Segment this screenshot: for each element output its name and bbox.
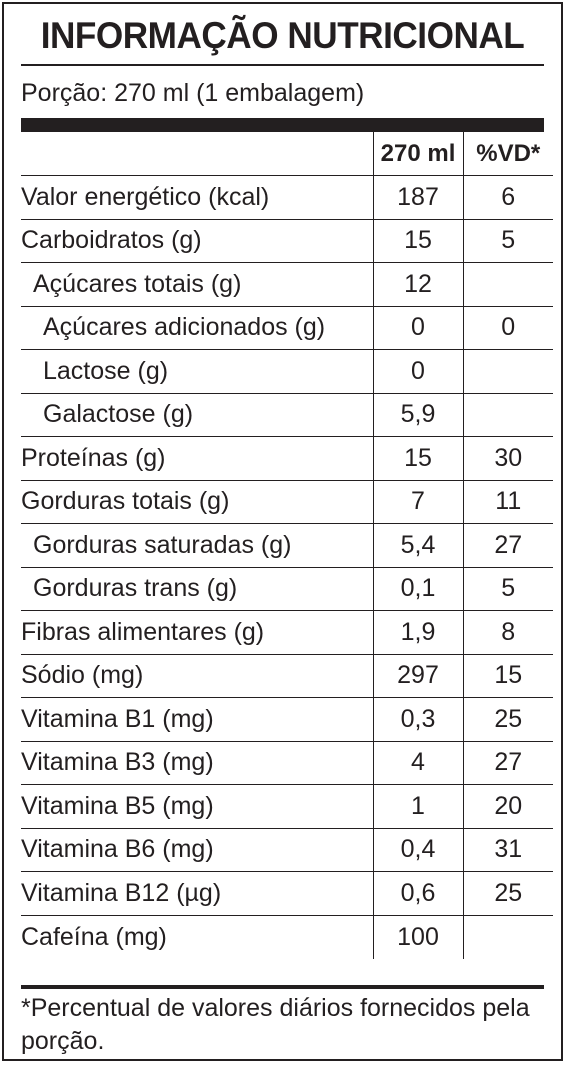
nutrient-name: Galactose (g) xyxy=(21,393,373,437)
nutrient-quantity: 0,1 xyxy=(372,567,463,611)
table-row: Galactose (g) 5,9 xyxy=(21,393,553,437)
nutrient-name: Vitamina B5 (mg) xyxy=(21,784,373,829)
nutrient-quantity: 1 xyxy=(372,784,463,829)
nutrition-facts-panel: INFORMAÇÃO NUTRICIONAL Porção: 270 ml (1… xyxy=(2,2,563,1061)
nutrient-quantity: 0 xyxy=(372,349,463,394)
nutrient-name: Cafeína (mg) xyxy=(21,922,167,951)
nutrient-daily-value xyxy=(462,349,553,394)
footnote: *Percentual de valores diários fornecido… xyxy=(21,994,530,1055)
nutrient-daily-value: 25 xyxy=(462,697,553,742)
nutrient-name: Fibras alimentares (g) xyxy=(21,610,373,655)
table-row: Cafeína (mg) 100 xyxy=(21,915,553,959)
nutrient-name: Vitamina B3 (mg) xyxy=(21,741,373,785)
table-row: Gorduras saturadas (g) 5,4 27 xyxy=(21,523,553,568)
nutrient-name: Açúcares totais (g) xyxy=(21,262,373,307)
nutrient-quantity: 187 xyxy=(372,175,463,220)
nutrient-daily-value: 5 xyxy=(462,567,553,611)
title-divider xyxy=(21,64,544,66)
table-row: Vitamina B5 (mg) 1 20 xyxy=(21,784,553,829)
table-row: Gorduras trans (g) 0,1 5 xyxy=(21,567,553,611)
nutrient-name: Gorduras saturadas (g) xyxy=(21,523,373,568)
nutrient-daily-value: 27 xyxy=(462,523,553,568)
table-row: Proteínas (g) 15 30 xyxy=(21,436,553,481)
table-row: Fibras alimentares (g) 1,9 8 xyxy=(21,610,553,655)
portion-size: Porção: 270 ml (1 embalagem) xyxy=(21,79,365,107)
nutrient-quantity: 12 xyxy=(372,262,463,307)
nutrient-daily-value: 8 xyxy=(462,610,553,655)
nutrient-quantity: 0,4 xyxy=(372,828,463,872)
nutrient-daily-value xyxy=(462,262,553,307)
nutrient-name: Proteínas (g) xyxy=(21,436,373,481)
nutrient-quantity: 0,6 xyxy=(372,871,463,916)
nutrient-name: Vitamina B1 (mg) xyxy=(21,697,373,742)
nutrition-table: 270 ml %VD* Valor energético (kcal) 187 6 C… xyxy=(21,132,553,959)
table-row: Vitamina B3 (mg) 4 27 xyxy=(21,741,553,785)
nutrient-daily-value: 27 xyxy=(462,741,553,785)
nutrient-quantity: 15 xyxy=(372,219,463,263)
nutrient-quantity: 15 xyxy=(372,436,463,481)
nutrient-name: Vitamina B12 (µg) xyxy=(21,871,373,916)
table-row: Vitamina B6 (mg) 0,4 31 xyxy=(21,828,553,872)
table-row: Açúcares adicionados (g) 0 0 xyxy=(21,306,553,350)
nutrient-daily-value: 6 xyxy=(462,175,553,220)
thick-divider xyxy=(21,118,544,132)
nutrient-daily-value: 20 xyxy=(462,784,553,829)
nutrient-daily-value: 30 xyxy=(462,436,553,481)
bottom-divider xyxy=(21,985,544,989)
nutrient-daily-value xyxy=(462,393,553,437)
nutrient-quantity: 5,4 xyxy=(372,523,463,568)
header-daily-value: %VD* xyxy=(462,132,553,176)
table-row: Sódio (mg) 297 15 xyxy=(21,654,553,698)
nutrient-daily-value: 5 xyxy=(462,219,553,263)
nutrient-quantity: 297 xyxy=(372,654,463,698)
header-quantity: 270 ml xyxy=(372,132,463,176)
nutrient-name: Vitamina B6 (mg) xyxy=(21,828,373,872)
nutrient-quantity: 0 xyxy=(372,306,463,350)
nutrient-name: Açúcares adicionados (g) xyxy=(21,306,373,350)
nutrient-quantity: 4 xyxy=(372,741,463,785)
table-row: Valor energético (kcal) 187 6 xyxy=(21,175,553,220)
nutrient-name: Carboidratos (g) xyxy=(21,219,373,263)
nutrient-daily-value: 15 xyxy=(462,654,553,698)
table-row: Açúcares totais (g) 12 xyxy=(21,262,553,307)
table-header-row: 270 ml %VD* xyxy=(21,132,553,176)
nutrient-daily-value: 11 xyxy=(462,480,553,524)
nutrient-quantity: 100 xyxy=(372,915,463,959)
table-row: Carboidratos (g) 15 5 xyxy=(21,219,553,263)
nutrient-name: Sódio (mg) xyxy=(21,654,373,698)
panel-title: INFORMAÇÃO NUTRICIONAL xyxy=(40,15,525,56)
nutrient-daily-value xyxy=(462,915,553,959)
nutrient-daily-value: 31 xyxy=(462,828,553,872)
nutrient-quantity: 7 xyxy=(372,480,463,524)
table-row: Gorduras totais (g) 7 11 xyxy=(21,480,553,524)
nutrient-quantity: 1,9 xyxy=(372,610,463,655)
nutrient-name: Gorduras totais (g) xyxy=(21,480,373,524)
nutrient-daily-value: 25 xyxy=(462,871,553,916)
nutrient-quantity: 0,3 xyxy=(372,697,463,742)
table-row: Vitamina B1 (mg) 0,3 25 xyxy=(21,697,553,742)
table-row: Vitamina B12 (µg) 0,6 25 xyxy=(21,871,553,916)
nutrient-quantity: 5,9 xyxy=(372,393,463,437)
nutrient-name: Gorduras trans (g) xyxy=(21,567,373,611)
nutrient-name: Lactose (g) xyxy=(21,349,373,394)
table-row: Lactose (g) 0 xyxy=(21,349,553,394)
nutrient-daily-value: 0 xyxy=(462,306,553,350)
table-body: Valor energético (kcal) 187 6 Carboidratos … xyxy=(21,175,553,959)
header-nutrient xyxy=(21,132,373,176)
nutrient-name: Valor energético (kcal) xyxy=(21,175,373,220)
